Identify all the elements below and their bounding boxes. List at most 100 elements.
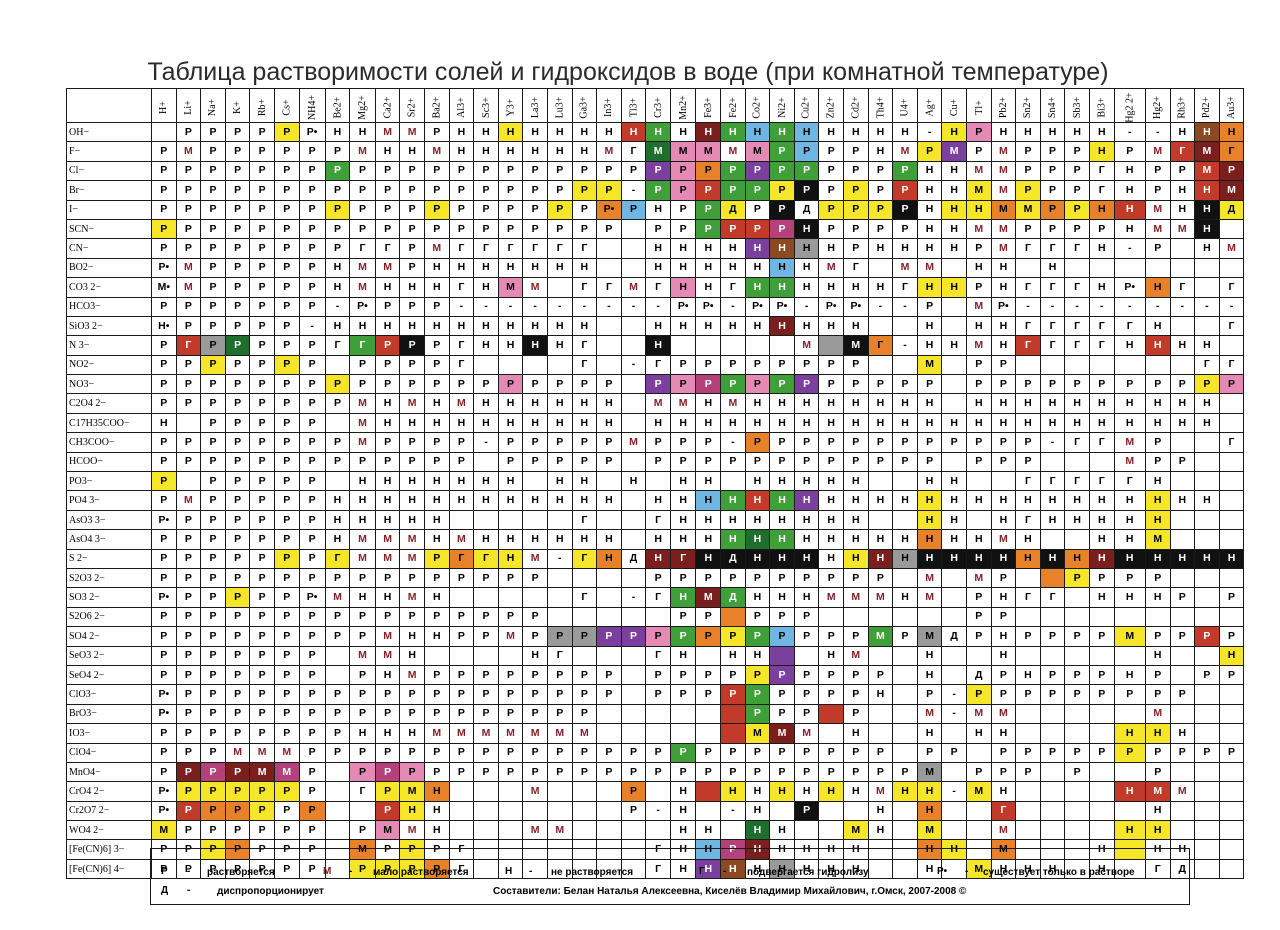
solubility-cell [1169,238,1196,259]
solubility-cell: Р [769,180,795,201]
solubility-cell [892,509,918,531]
solubility-cell: Р [522,432,548,453]
solubility-cell [175,471,202,492]
solubility-cell: Р [224,121,251,143]
cation-label: Ga3+ [578,95,590,119]
solubility-cell: Н [151,412,177,434]
solubility-cell: Н [916,238,943,259]
solubility-cell: Р [298,412,326,434]
solubility-cell: Н [769,781,795,802]
anion-label: HCO3− [66,296,152,317]
solubility-cell: Р• [990,296,1017,317]
solubility-cell: Н [1218,645,1245,666]
solubility-cell: Н [669,121,697,143]
solubility-cell: Г [1064,335,1090,356]
solubility-cell: Н [423,626,450,647]
solubility-cell: М [349,645,376,666]
solubility-cell: Р [546,761,573,783]
solubility-cell: Н [645,490,671,511]
solubility-cell: - [298,315,326,337]
solubility-cell: М [769,723,795,744]
solubility-cell: Н [522,529,548,550]
cation-header: Fe2+ [720,88,746,123]
anion-label: MnO4− [66,761,152,783]
solubility-cell: Р [1144,374,1171,395]
cation-label: Mn2+ [677,94,689,120]
solubility-cell: Р [695,354,722,376]
solubility-cell: Р [175,626,202,647]
legend-dash: - [187,866,191,877]
solubility-cell: Р [151,451,177,473]
solubility-cell: Р [645,664,671,686]
solubility-cell: Р [374,800,401,822]
solubility-cell: Р [273,315,300,337]
solubility-cell: Р [497,761,524,783]
solubility-cell: Р [1015,742,1041,763]
solubility-cell: Н [1113,587,1146,608]
solubility-cell: Н [1113,781,1146,802]
solubility-cell: Н [1113,723,1146,744]
solubility-cell: Р [1218,626,1245,647]
solubility-cell: Р [324,141,351,162]
solubility-cell: Н [645,121,671,143]
solubility-cell: - [596,296,622,317]
solubility-cell [324,645,351,666]
solubility-cell: Н [916,315,943,337]
solubility-cell: Р [1064,684,1090,705]
solubility-cell: Р [1169,587,1196,608]
cation-label: Na+ [207,98,219,116]
solubility-cell: Р [867,218,894,240]
solubility-cell: Н [990,723,1017,744]
solubility-cell: М [695,587,722,608]
solubility-cell: Р [298,451,326,473]
solubility-cell: Р [175,645,202,666]
solubility-cell: Н [546,471,573,492]
cation-label: Al3+ [455,96,467,118]
solubility-cell: Р [298,858,326,880]
solubility-cell: Р [720,761,746,783]
solubility-cell [1064,820,1090,841]
cation-header: NH4+ [298,88,326,123]
solubility-cell: Н [941,471,967,492]
solubility-cell: М [374,529,401,550]
solubility-cell: Н [1144,800,1171,822]
solubility-cell [941,451,967,473]
solubility-cell: Н [374,277,401,298]
cation-label: Cu+ [948,98,960,116]
solubility-cell: Р [349,160,376,182]
solubility-cell [571,606,598,628]
legend-dash: - [349,866,353,877]
solubility-cell: Р [200,412,226,434]
solubility-cell: Р [473,626,499,647]
solubility-cell: Р [571,742,598,763]
solubility-cell: Р [423,703,450,725]
solubility-cell [1113,606,1146,628]
solubility-cell: Р [941,742,967,763]
solubility-cell: Н [1039,257,1066,279]
solubility-cell: Н [990,509,1017,531]
anion-label: I− [66,199,152,220]
solubility-cell: Р [669,199,697,220]
solubility-cell: Р [423,199,450,220]
anion-label: CO3 2− [66,277,152,298]
solubility-cell: Н [1194,393,1220,414]
solubility-cell: М [793,335,820,356]
solubility-cell: М [273,761,300,783]
solubility-cell: Н [1194,218,1220,240]
anion-label: Cr2O7 2− [66,800,152,822]
solubility-cell: М [620,432,647,453]
solubility-cell: Р [349,374,376,395]
cation-label: H+ [158,100,170,114]
solubility-cell: Р [298,703,326,725]
solubility-cell: Н [1064,121,1090,143]
solubility-cell: Н [423,781,450,802]
solubility-cell: Р [349,626,376,647]
solubility-cell: Р [571,626,598,647]
solubility-cell: Н [793,238,820,259]
solubility-cell: Р [1169,684,1196,705]
solubility-cell: Р [374,451,401,473]
solubility-cell: Н [1113,412,1146,434]
solubility-cell: Р [843,742,869,763]
solubility-cell: Р [298,742,326,763]
solubility-cell: - [941,684,967,705]
